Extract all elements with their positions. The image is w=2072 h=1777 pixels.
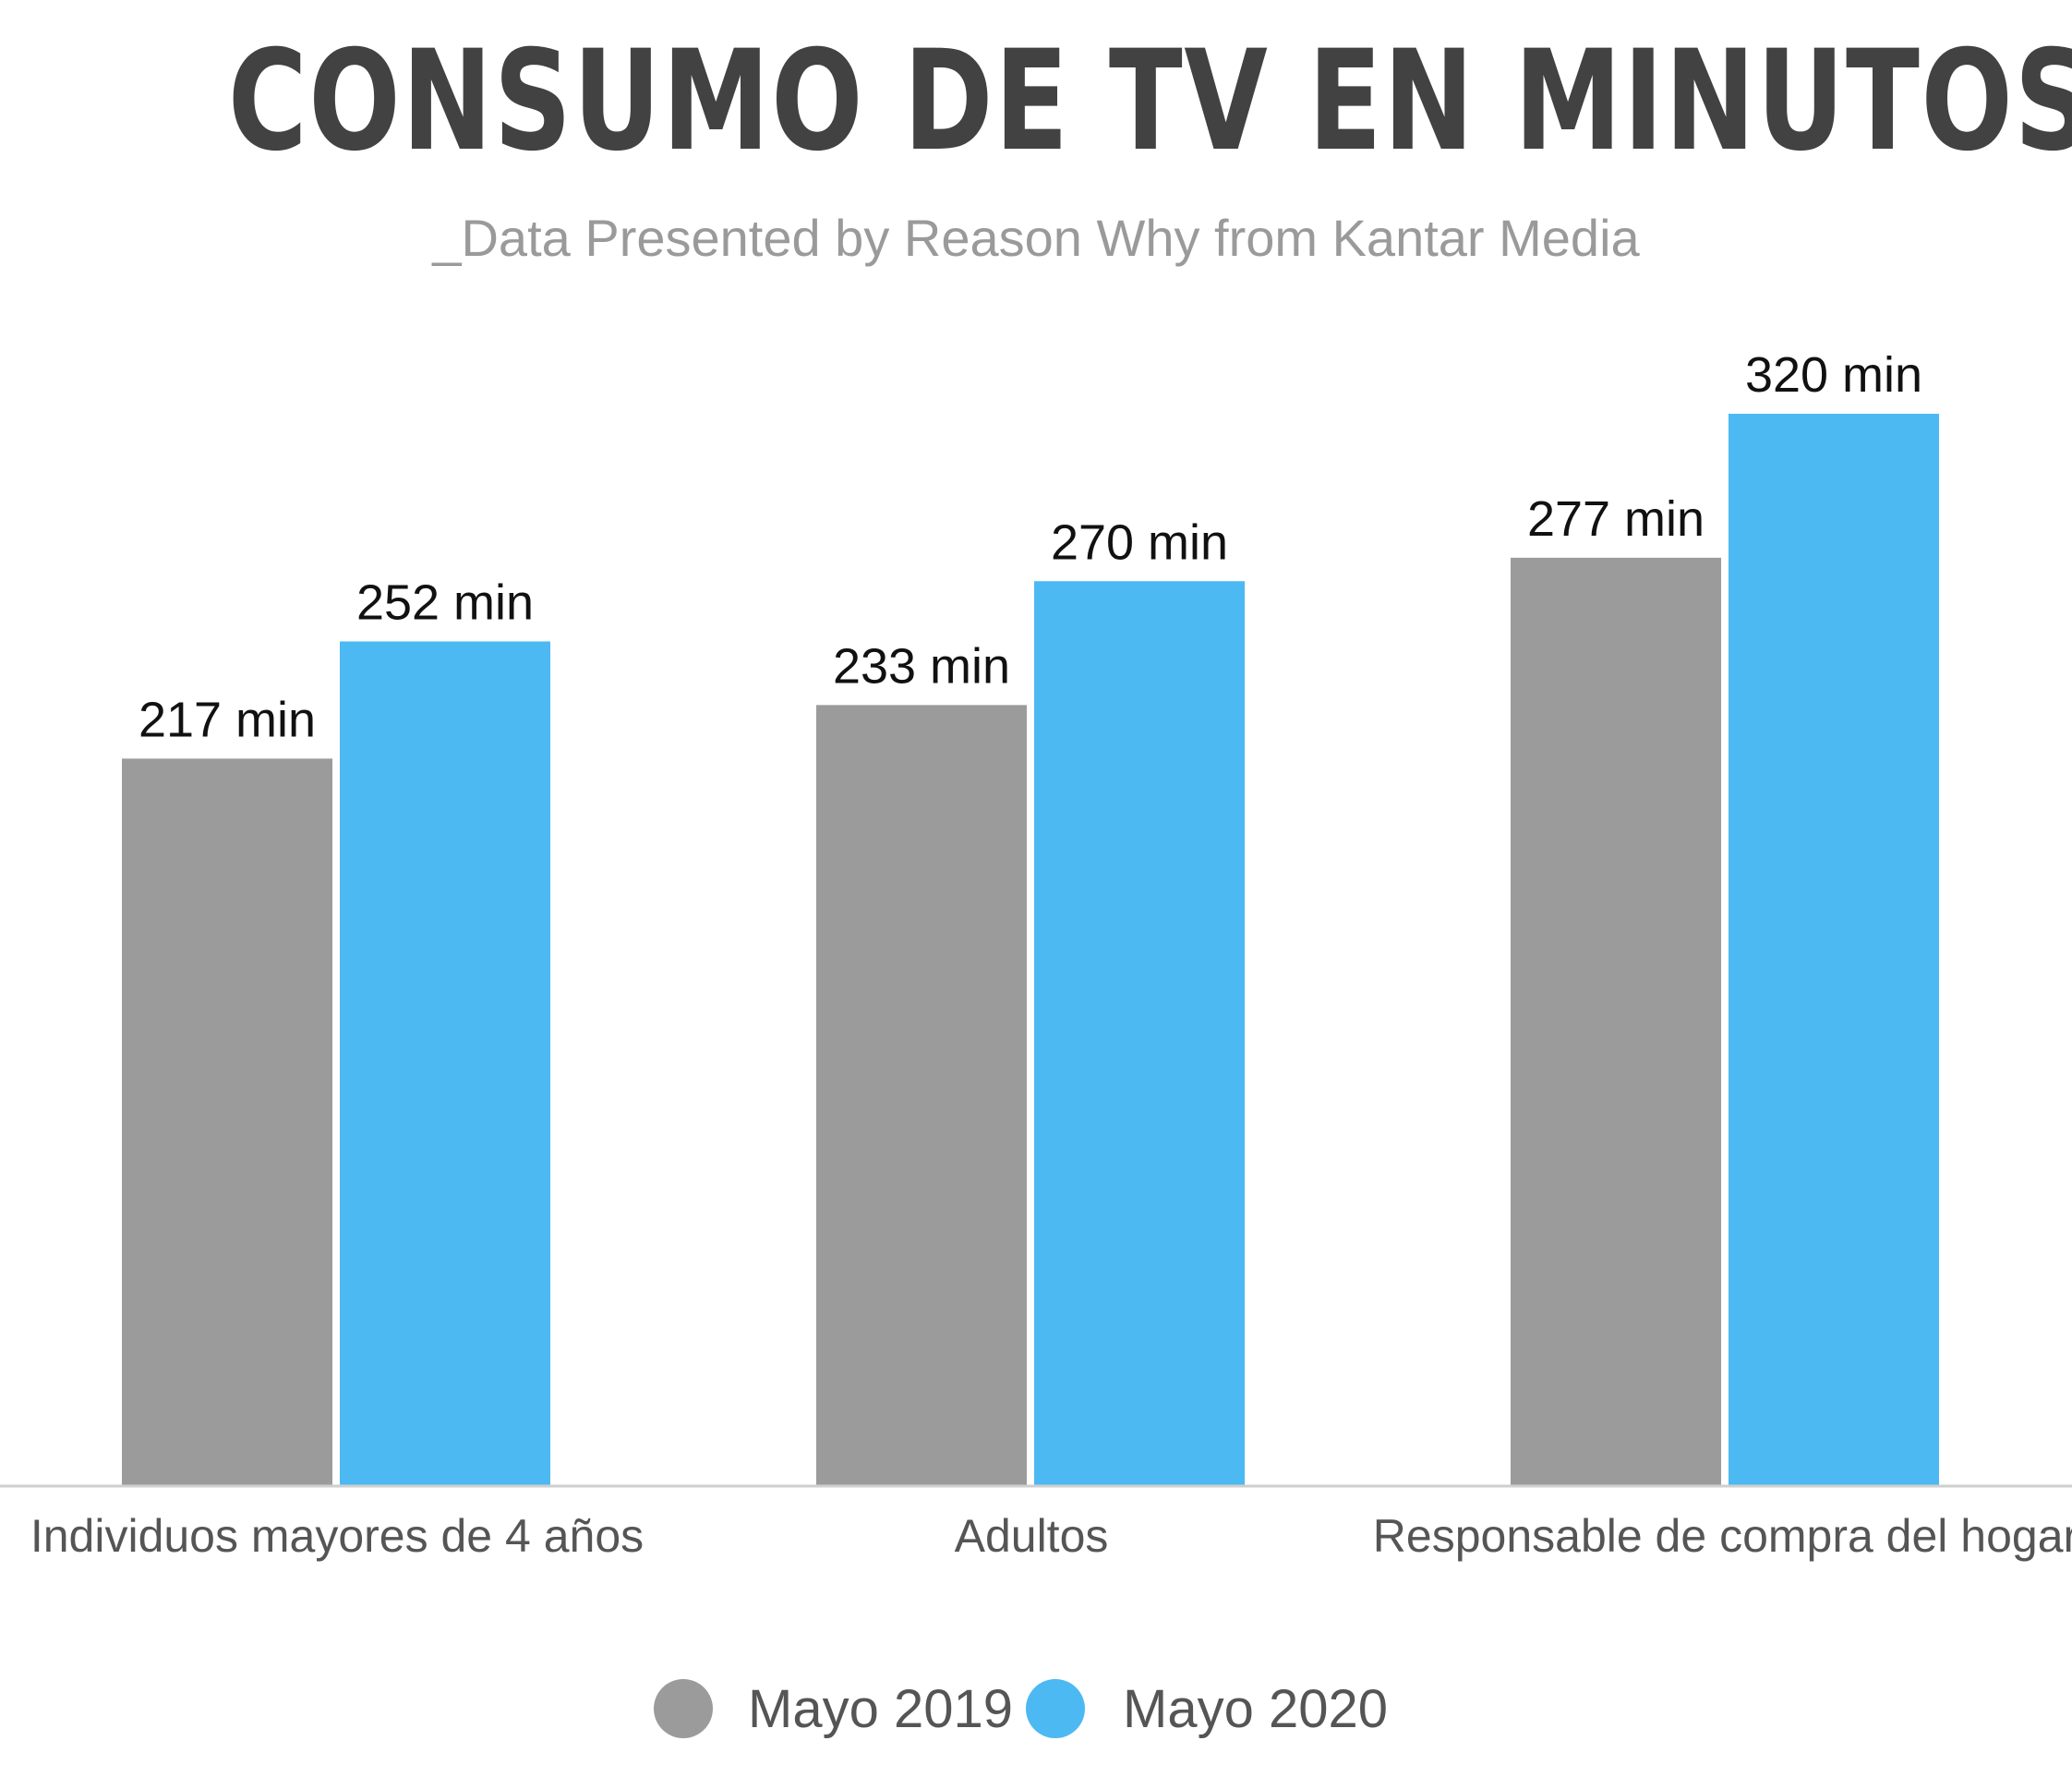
bar-mayo-2019-0 — [122, 758, 332, 1485]
x-tick-label: Adultos — [955, 1510, 1109, 1562]
data-label: 252 min — [356, 575, 534, 631]
x-tick-label: Responsable de compra del hogar — [1373, 1510, 2072, 1562]
x-tick-label: Individuos mayores de 4 años — [30, 1510, 644, 1562]
bar-mayo-2019-2 — [1511, 557, 1721, 1485]
bar-mayo-2019-1 — [816, 705, 1027, 1485]
chart-title: CONSUMO DE TV EN MINUTOS — [227, 21, 2072, 182]
data-label: 233 min — [833, 638, 1010, 694]
data-label: 320 min — [1745, 347, 1922, 403]
chart-subtitle: _Data Presented by Reason Why from Kanta… — [432, 209, 1640, 267]
legend-swatch — [654, 1679, 713, 1738]
data-label: 277 min — [1527, 491, 1705, 547]
legend-swatch — [1026, 1679, 1085, 1738]
data-label: 217 min — [139, 692, 316, 747]
bar-mayo-2020-0 — [340, 641, 550, 1485]
legend-label: Mayo 2020 — [1123, 1679, 1388, 1739]
bar-mayo-2020-1 — [1034, 581, 1245, 1485]
data-label: 270 min — [1051, 514, 1228, 570]
bar-mayo-2020-2 — [1729, 414, 1939, 1485]
legend-label: Mayo 2019 — [748, 1679, 1013, 1739]
